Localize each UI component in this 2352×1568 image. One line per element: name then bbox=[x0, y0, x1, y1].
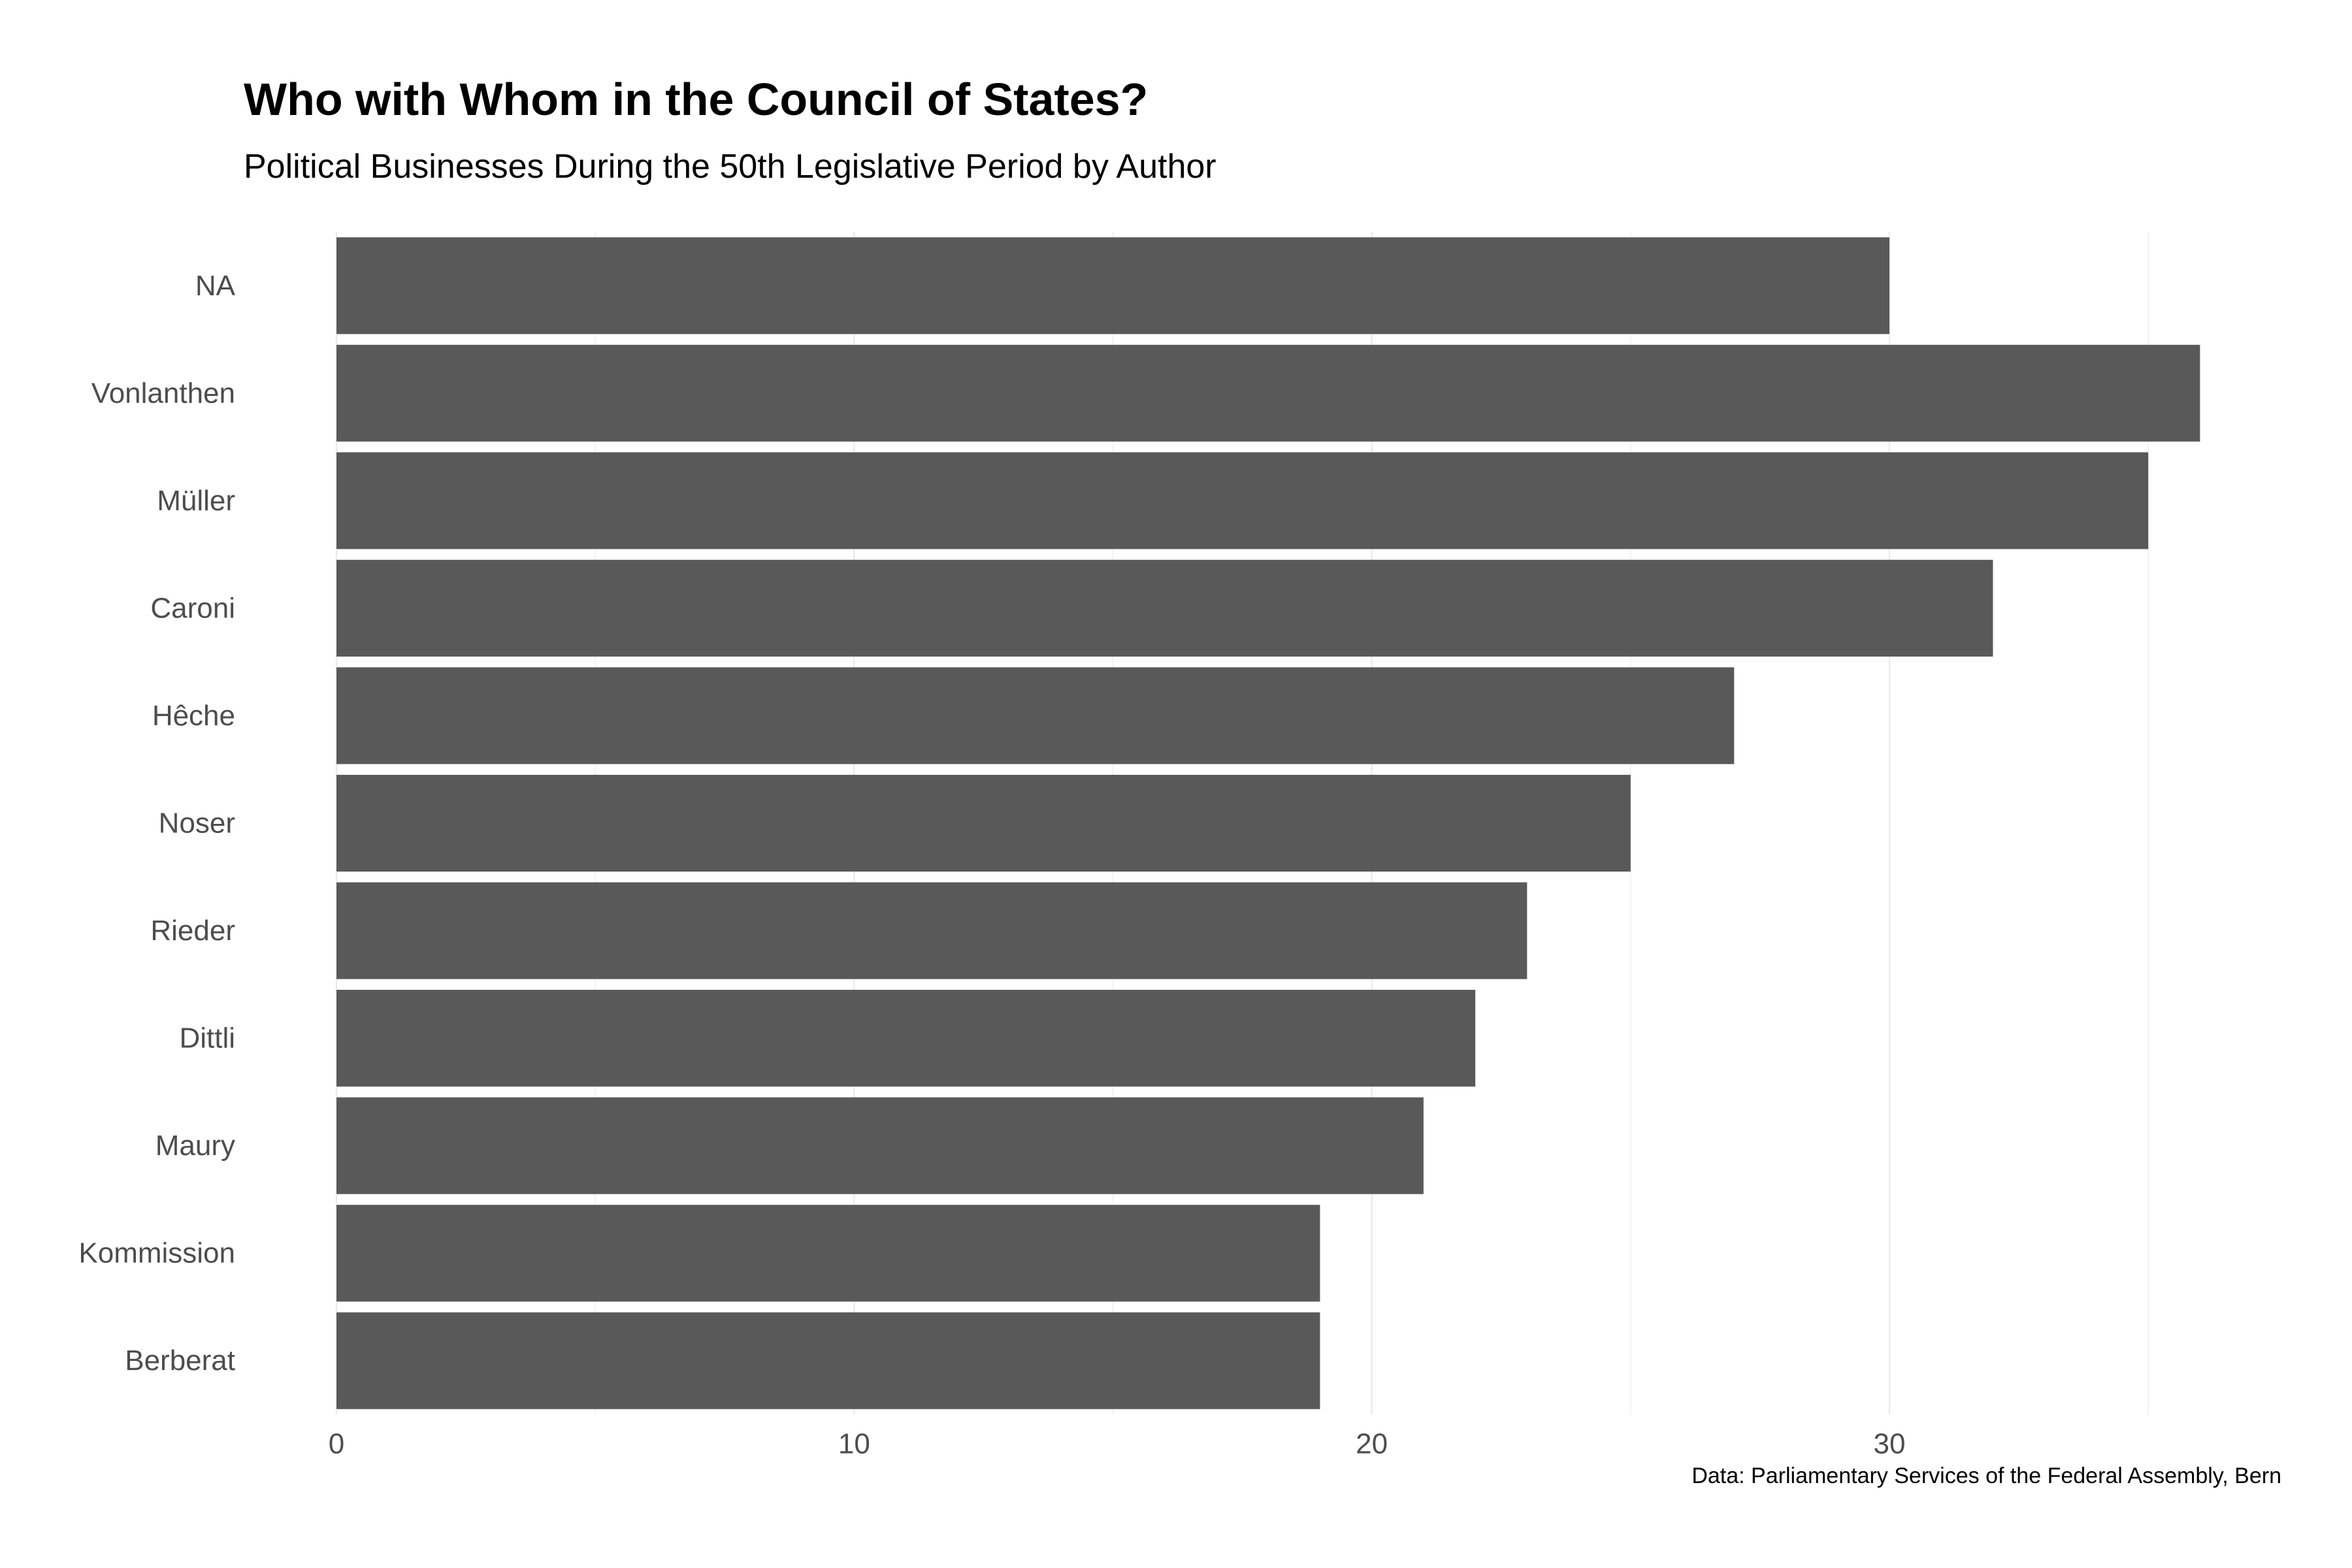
chart-subtitle: Political Businesses During the 50th Leg… bbox=[244, 148, 1217, 186]
y-tick-label: Müller bbox=[157, 485, 235, 517]
y-tick-label: Dittli bbox=[179, 1022, 235, 1054]
y-tick-label: Rieder bbox=[150, 915, 235, 947]
bar-kommission bbox=[336, 1205, 1320, 1302]
bar-caroni bbox=[336, 559, 1993, 657]
y-tick-label: NA bbox=[195, 270, 236, 302]
x-tick-label: 20 bbox=[1356, 1428, 1388, 1460]
x-tick-label: 10 bbox=[838, 1428, 870, 1460]
bar-vonlanthen bbox=[336, 344, 2200, 442]
bar-h-che bbox=[336, 667, 1735, 764]
y-axis-labels: NA Vonlanthen Müller Caroni Hêche Noser Rieder… bbox=[78, 270, 235, 1377]
bar-dittli bbox=[336, 990, 1476, 1087]
y-tick-label: Berberat bbox=[125, 1345, 235, 1377]
y-tick-label: Kommission bbox=[78, 1237, 235, 1269]
chart-title: Who with Whom in the Council of States? bbox=[244, 74, 1149, 125]
bars bbox=[336, 237, 2200, 1409]
bar-na bbox=[336, 237, 1889, 335]
y-tick-label: Vonlanthen bbox=[91, 377, 235, 409]
y-tick-label: Noser bbox=[159, 808, 235, 840]
x-tick-label: 0 bbox=[329, 1428, 344, 1460]
bar-m-ller bbox=[336, 452, 2149, 549]
bar-maury bbox=[336, 1097, 1424, 1194]
bar-rieder bbox=[336, 882, 1527, 979]
bar-noser bbox=[336, 774, 1631, 872]
bar-berberat bbox=[336, 1312, 1320, 1409]
y-tick-label: Hêche bbox=[152, 700, 235, 732]
x-axis-labels: 0 10 20 30 bbox=[329, 1428, 1906, 1460]
y-tick-label: Maury bbox=[155, 1130, 235, 1162]
y-tick-label: Caroni bbox=[150, 592, 235, 624]
x-tick-label: 30 bbox=[1874, 1428, 1906, 1460]
chart-caption: Data: Parliamentary Services of the Fede… bbox=[1691, 1463, 2281, 1488]
